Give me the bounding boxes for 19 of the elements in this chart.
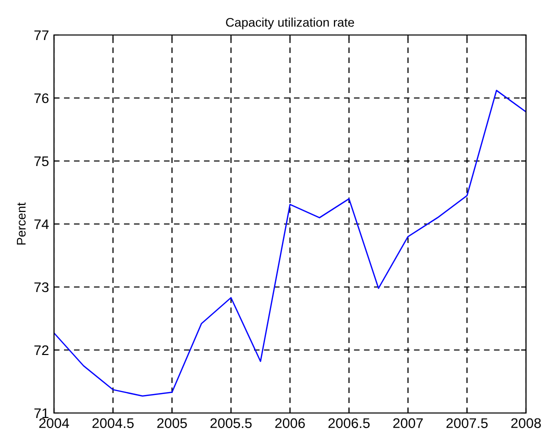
x-tick-label: 2005.5: [210, 418, 252, 428]
y-tick-label: 77: [34, 30, 48, 40]
y-tick-label: 71: [34, 408, 48, 418]
chart-title: Capacity utilization rate: [226, 18, 354, 30]
y-axis-title: Percent: [16, 202, 26, 245]
y-tick-label: 72: [34, 345, 48, 356]
x-tick-label: 2006.5: [328, 418, 370, 428]
x-tick-label: 2004.5: [92, 418, 134, 428]
x-tick-label: 2008: [511, 418, 541, 428]
y-tick-label: 74: [34, 219, 49, 230]
line-series: [54, 90, 526, 397]
x-tick-label: 2005: [157, 418, 187, 428]
x-tick-label: 2007: [393, 418, 423, 428]
y-tick-label: 76: [34, 93, 49, 104]
x-tick-label: 2006: [275, 418, 305, 428]
x-tick-label: 2007.5: [446, 418, 488, 428]
x-tick-label: 2004: [39, 418, 70, 428]
y-tick-label: 73: [34, 282, 49, 292]
y-tick-label: 75: [34, 156, 49, 166]
